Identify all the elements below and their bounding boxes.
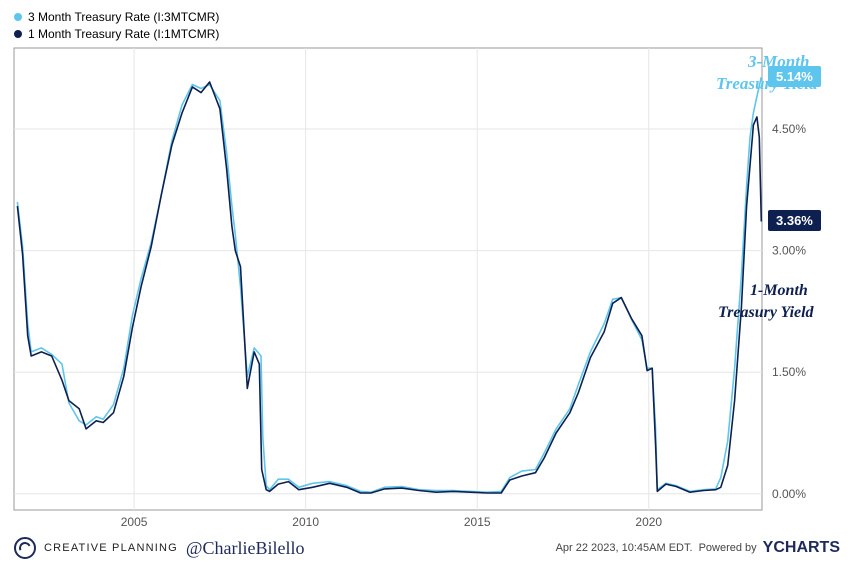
svg-text:2010: 2010 <box>292 515 319 529</box>
footer: CREATIVE PLANNING @CharlieBilello Apr 22… <box>0 535 850 565</box>
ycharts-logo-icon: YCHARTS <box>763 539 840 557</box>
powered-by-label: Powered by <box>699 542 757 554</box>
footer-right: Apr 22 2023, 10:45AM EDT. Powered by YCH… <box>556 539 840 557</box>
footer-left: CREATIVE PLANNING @CharlieBilello <box>14 537 304 559</box>
creative-planning-logo-icon <box>14 537 36 559</box>
chart-container: { "legend": { "items": [ {"label":"3 Mon… <box>0 0 850 565</box>
svg-text:2005: 2005 <box>121 515 148 529</box>
svg-text:2020: 2020 <box>635 515 662 529</box>
line-chart: 0.00% 1.50% 3.00% 4.50% 2005 2010 2015 2020 <box>0 0 850 565</box>
brand-name: CREATIVE PLANNING <box>44 542 178 554</box>
value-badge-1m: 3.36% <box>768 210 821 231</box>
svg-text:1.50%: 1.50% <box>772 365 806 379</box>
svg-text:0.00%: 0.00% <box>772 487 806 501</box>
svg-text:2015: 2015 <box>464 515 491 529</box>
value-badge-3m: 5.14% <box>768 66 821 87</box>
svg-text:4.50%: 4.50% <box>772 122 806 136</box>
svg-text:3.00%: 3.00% <box>772 244 806 258</box>
author-handle: @CharlieBilello <box>186 538 305 559</box>
timestamp: Apr 22 2023, 10:45AM EDT. <box>556 542 693 554</box>
